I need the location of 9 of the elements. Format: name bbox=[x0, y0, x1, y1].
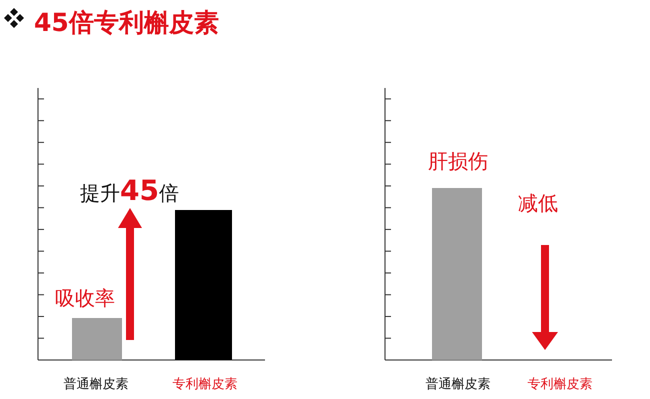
x-tick-label: 普通槲皮素 bbox=[426, 376, 490, 392]
annotation: 减低 bbox=[518, 191, 558, 215]
text: 提升45倍 bbox=[80, 174, 179, 207]
x-tick-label: 普通槲皮素 bbox=[64, 376, 128, 392]
text: 肝损伤 bbox=[428, 149, 488, 173]
x-tick-label: 专利槲皮素 bbox=[172, 377, 238, 392]
x-tick-label: 专利槲皮素 bbox=[528, 377, 592, 392]
annotation: 吸收率 bbox=[55, 286, 115, 310]
chart-title: 45倍专利槲皮素 bbox=[34, 8, 219, 37]
